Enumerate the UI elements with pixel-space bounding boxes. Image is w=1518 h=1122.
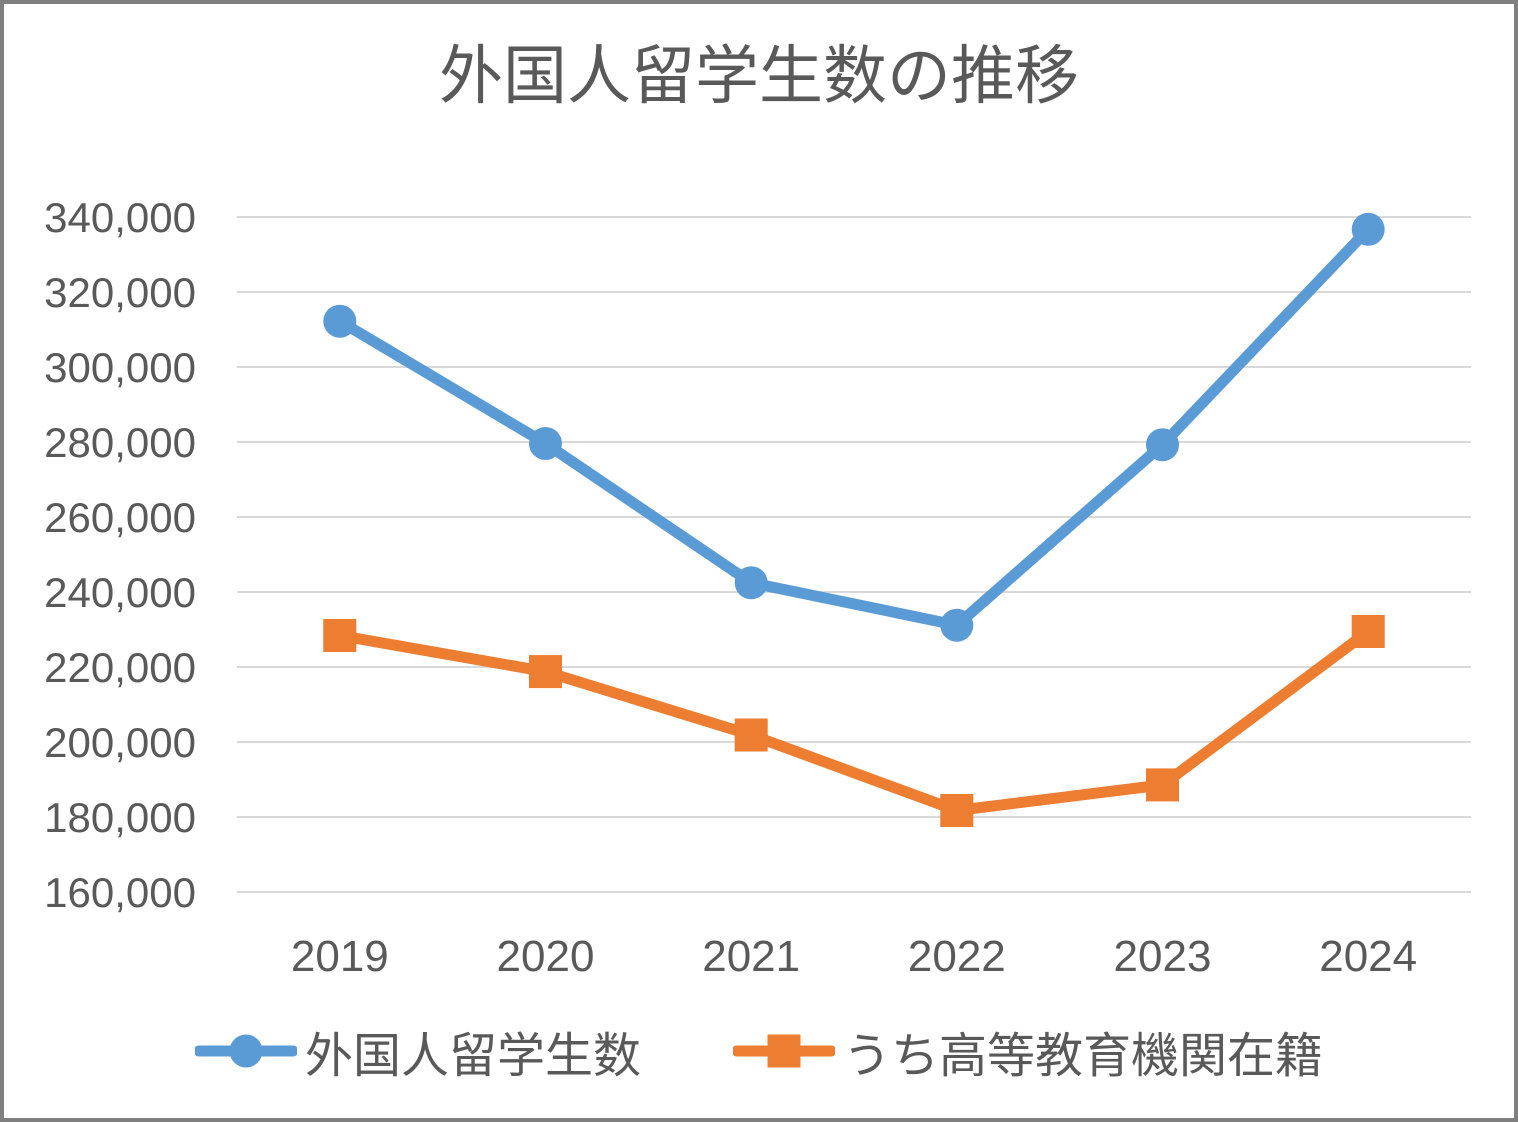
x-axis-tick-label: 2023 <box>1114 932 1212 981</box>
data-point-square <box>940 794 974 827</box>
x-axis-tick-label: 2019 <box>291 932 389 981</box>
data-point-circle <box>529 427 562 460</box>
x-axis-tick-label: 2020 <box>497 932 595 981</box>
legend-line-square-icon <box>733 1034 835 1068</box>
legend-line-circle-icon <box>194 1034 297 1068</box>
y-axis-tick-label: 200,000 <box>44 719 196 766</box>
y-axis-tick-label: 280,000 <box>44 419 196 466</box>
data-point-square <box>529 655 562 689</box>
plot-area: 160,000 180,000 200,000 220,000 240,000 260,0… <box>44 194 1471 981</box>
data-point-circle <box>940 608 974 642</box>
series-line-1 <box>334 626 1374 816</box>
data-point-circle <box>734 566 768 600</box>
y-axis-tick-label: 180,000 <box>44 794 196 841</box>
legend-label-higher-education: うち高等教育機関在籍 <box>843 1030 1324 1083</box>
y-axis-tick-label: 260,000 <box>44 494 196 541</box>
chart-title: 外国人留学生数の推移 <box>439 40 1079 112</box>
legend-label-total-students: 外国人留学生数 <box>304 1030 641 1083</box>
data-point-circle <box>1146 428 1179 462</box>
y-axis-tick-label: 320,000 <box>44 269 196 316</box>
y-axis-tick-label: 340,000 <box>44 194 196 241</box>
data-point-square <box>734 718 768 752</box>
x-axis-tick-label: 2024 <box>1319 932 1417 981</box>
x-axis-tick-label: 2021 <box>702 932 800 981</box>
data-point-square <box>1351 615 1385 648</box>
y-axis-tick-label: 300,000 <box>44 344 196 391</box>
legend-item-total-students: 外国人留学生数 <box>194 1016 641 1086</box>
y-axis-tick-label: 220,000 <box>44 644 196 691</box>
data-point-circle <box>1351 212 1385 246</box>
data-point-square <box>323 619 357 652</box>
legend-item-higher-education: うち高等教育機関在籍 <box>733 1016 1323 1086</box>
y-axis-tick-label: 160,000 <box>44 869 196 916</box>
x-axis-tick-label: 2022 <box>908 932 1006 981</box>
legend: 外国人留学生数 うち高等教育機関在籍 <box>4 1016 1514 1086</box>
data-point-circle <box>323 304 357 338</box>
series-line-0 <box>334 223 1374 631</box>
y-axis-tick-label: 240,000 <box>44 569 196 616</box>
data-point-square <box>1146 768 1179 802</box>
